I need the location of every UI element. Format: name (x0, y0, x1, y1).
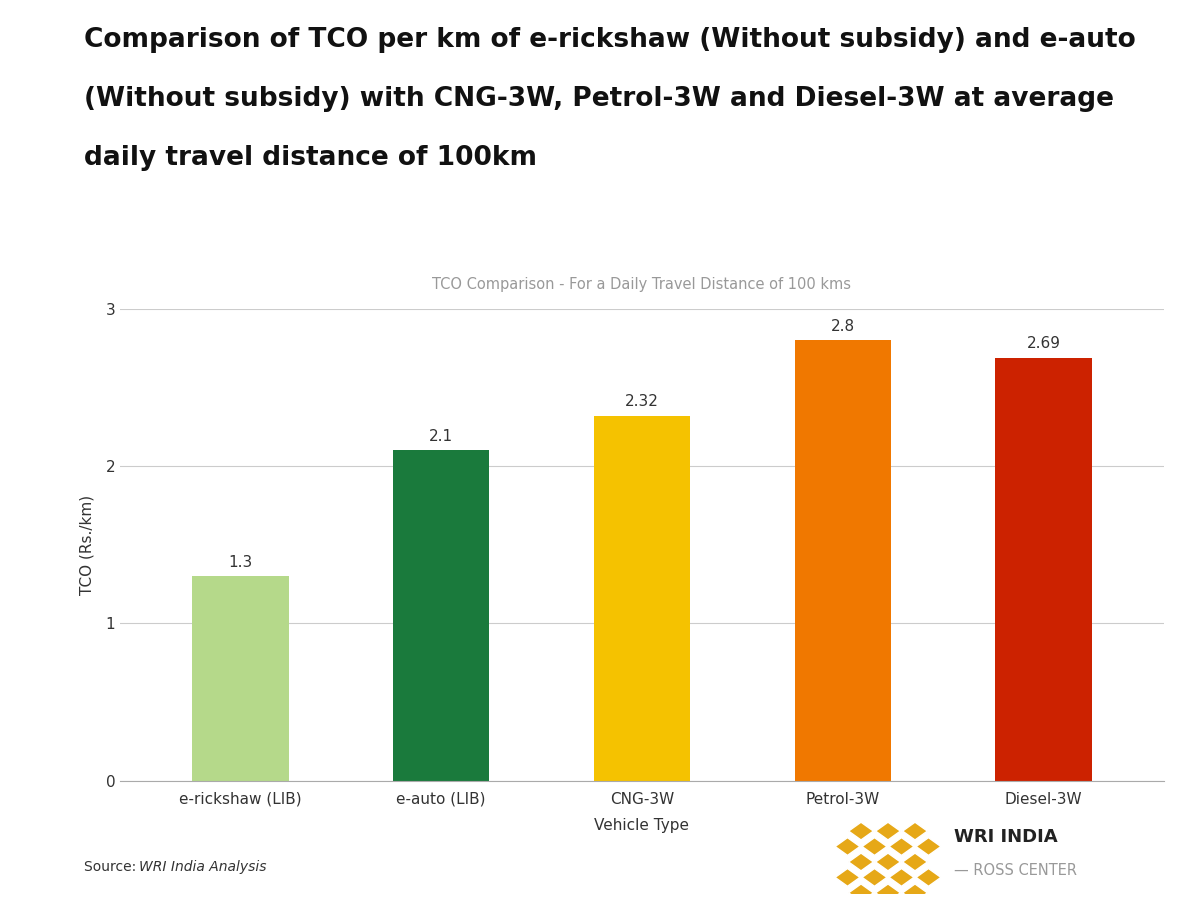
Text: 2.1: 2.1 (430, 429, 454, 444)
Polygon shape (835, 869, 860, 886)
Polygon shape (876, 884, 900, 902)
Text: 2.8: 2.8 (830, 319, 854, 334)
Text: Comparison of TCO per km of e-rickshaw (Without subsidy) and e-auto: Comparison of TCO per km of e-rickshaw (… (84, 27, 1135, 54)
Polygon shape (835, 838, 860, 855)
Polygon shape (916, 838, 941, 855)
Bar (995, 358, 1092, 781)
Text: 1.3: 1.3 (228, 555, 252, 570)
Text: WRI India Analysis: WRI India Analysis (139, 860, 266, 874)
Bar (594, 416, 690, 781)
Polygon shape (916, 869, 941, 886)
Polygon shape (902, 854, 928, 871)
Polygon shape (876, 854, 900, 871)
Polygon shape (862, 869, 887, 886)
Bar (794, 340, 890, 781)
Y-axis label: TCO (Rs./km): TCO (Rs./km) (79, 495, 95, 595)
Polygon shape (889, 869, 914, 886)
Text: daily travel distance of 100km: daily travel distance of 100km (84, 145, 538, 172)
Text: WRI INDIA: WRI INDIA (954, 828, 1057, 846)
Polygon shape (848, 884, 874, 902)
Text: 2.69: 2.69 (1026, 336, 1061, 351)
Polygon shape (902, 884, 928, 902)
Text: 2.32: 2.32 (625, 394, 659, 410)
Bar (192, 577, 289, 781)
Polygon shape (862, 838, 887, 855)
Text: Source:: Source: (84, 860, 140, 874)
Polygon shape (848, 823, 874, 840)
Text: (Without subsidy) with CNG-3W, Petrol-3W and Diesel-3W at average: (Without subsidy) with CNG-3W, Petrol-3W… (84, 86, 1114, 113)
Polygon shape (848, 854, 874, 871)
X-axis label: Vehicle Type: Vehicle Type (594, 818, 690, 834)
Bar (394, 450, 490, 781)
Text: — ROSS CENTER: — ROSS CENTER (954, 863, 1078, 878)
Polygon shape (876, 823, 900, 840)
Polygon shape (889, 838, 914, 855)
Polygon shape (902, 823, 928, 840)
Title: TCO Comparison - For a Daily Travel Distance of 100 kms: TCO Comparison - For a Daily Travel Dist… (432, 277, 852, 292)
